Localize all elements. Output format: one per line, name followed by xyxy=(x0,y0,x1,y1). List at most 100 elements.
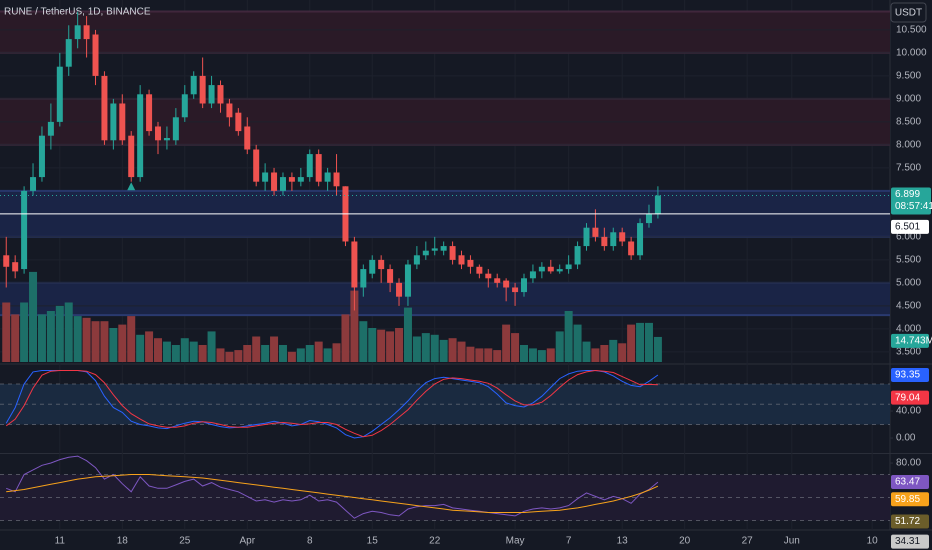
volume-bar xyxy=(618,343,627,362)
volume-bar xyxy=(653,336,662,362)
x-tick-label: 18 xyxy=(117,536,129,547)
volume-bar xyxy=(29,271,38,362)
volume-bar xyxy=(332,343,341,362)
candle-body xyxy=(253,149,260,182)
volume-bar xyxy=(412,336,421,362)
volume-bar xyxy=(100,321,109,362)
volume-bar xyxy=(314,341,323,362)
indicator-line xyxy=(5,370,659,439)
volume-bar xyxy=(82,317,91,362)
candle-body xyxy=(288,177,295,182)
x-tick-label: 22 xyxy=(429,536,441,547)
candle-body xyxy=(592,227,599,237)
candle-body xyxy=(101,75,108,141)
y-tick-label: 80.00 xyxy=(896,458,921,469)
candle-body xyxy=(137,94,144,178)
volume-bar xyxy=(136,334,145,362)
indicator-value-label-box xyxy=(891,390,929,405)
x-tick-label: 7 xyxy=(566,536,572,547)
indicator-value-label-box xyxy=(891,475,929,490)
volume-bar xyxy=(502,324,511,362)
volume-bar xyxy=(189,341,198,362)
price-zone xyxy=(0,11,890,53)
candle-body xyxy=(503,280,510,288)
volume-bar xyxy=(609,339,618,362)
candle-body xyxy=(369,259,376,274)
volume-bar xyxy=(118,324,127,362)
volume-bar xyxy=(591,348,600,362)
volume-bar xyxy=(46,311,55,362)
candle-body xyxy=(521,278,528,293)
candle-body xyxy=(476,266,483,274)
candle-body xyxy=(47,121,54,136)
currency-button[interactable] xyxy=(890,2,927,23)
indicator-line xyxy=(6,474,659,513)
candle-body xyxy=(619,232,626,242)
band-value-label: 34.31 xyxy=(895,536,920,547)
candle-body xyxy=(556,269,563,272)
volume-bar xyxy=(171,345,180,362)
candle-body xyxy=(244,126,251,150)
candle-body xyxy=(92,34,99,76)
y-tick-label: 6.000 xyxy=(896,232,921,243)
candle-body xyxy=(404,264,411,297)
candle-body xyxy=(458,255,465,265)
volume-bar xyxy=(484,348,493,362)
candle-body xyxy=(56,66,63,122)
volume-bar xyxy=(73,316,82,362)
volume-bar xyxy=(11,314,20,362)
volume-bar xyxy=(261,345,270,362)
band-value-label-box xyxy=(891,534,929,549)
indicator-value-label-box xyxy=(891,368,929,383)
candle-body xyxy=(538,266,545,272)
candle-body xyxy=(360,269,367,288)
volume-bar xyxy=(296,348,305,362)
volume-bar xyxy=(216,348,225,362)
volume-bar xyxy=(457,341,466,362)
volume-bar xyxy=(511,333,520,362)
candle-body xyxy=(74,25,81,40)
indicator-value-label: 93.35 xyxy=(895,370,920,381)
indicator-line xyxy=(5,369,658,438)
volume-bar xyxy=(448,338,457,362)
volume-bar xyxy=(180,338,189,362)
band-fill xyxy=(0,384,890,425)
last-price-box xyxy=(891,187,931,215)
candle-body xyxy=(30,177,37,191)
volume-bar xyxy=(359,321,368,362)
candle-body xyxy=(83,25,90,40)
candle-body xyxy=(547,266,554,272)
candle-body xyxy=(172,117,179,141)
volume-bar xyxy=(555,331,564,362)
candle-body xyxy=(645,213,652,224)
x-tick-label: Jun xyxy=(784,536,800,547)
volume-bar xyxy=(528,348,537,362)
volume-bar xyxy=(546,348,555,362)
currency-label[interactable]: USDT xyxy=(895,8,922,19)
volume-bar xyxy=(439,339,448,362)
candle-body xyxy=(262,172,269,182)
candle-body xyxy=(119,103,126,141)
candle-body xyxy=(601,236,608,247)
candle-body xyxy=(128,135,135,178)
candle-body xyxy=(378,259,385,270)
volume-bar xyxy=(564,311,573,362)
candle-body xyxy=(271,172,278,191)
candle-body xyxy=(190,75,197,95)
volume-bar xyxy=(627,324,636,362)
candle-body xyxy=(449,246,456,260)
volume-bar xyxy=(252,336,261,362)
volume-bar xyxy=(127,316,136,362)
y-tick-label: 4.500 xyxy=(896,301,921,312)
volume-bar xyxy=(37,314,46,362)
y-tick-label: 5.500 xyxy=(896,255,921,266)
candle-body xyxy=(485,273,492,279)
candle-body xyxy=(512,287,519,293)
candle-body xyxy=(146,94,153,132)
candle-body xyxy=(628,241,635,256)
volume-bar xyxy=(636,322,645,362)
candle-body xyxy=(387,269,394,283)
candle-body xyxy=(583,227,590,247)
candle-body xyxy=(226,103,233,118)
